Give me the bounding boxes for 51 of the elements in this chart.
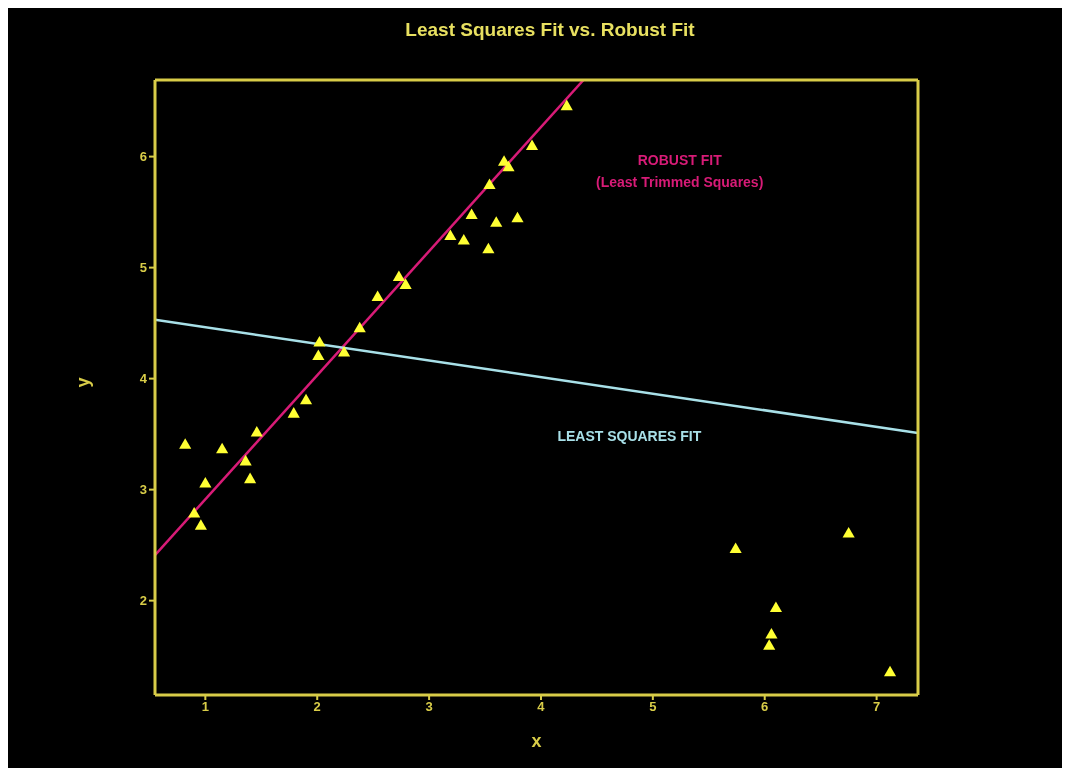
- point: [483, 178, 496, 189]
- point: [313, 336, 326, 347]
- point: [392, 270, 405, 282]
- point: [511, 211, 524, 223]
- chart-title: Least Squares Fit vs. Robust Fit: [404, 18, 696, 42]
- y-axis-title: y: [73, 377, 94, 388]
- x-tick-label: 4: [537, 699, 546, 715]
- annotation: LEAST SQUARES FIT: [557, 428, 702, 445]
- point: [769, 601, 782, 612]
- y-tick-label: 4: [139, 371, 148, 387]
- point: [399, 278, 412, 289]
- point: [299, 393, 313, 405]
- point: [883, 665, 897, 677]
- point: [179, 438, 192, 449]
- y-tick-label: 5: [139, 260, 147, 276]
- point: [525, 139, 539, 151]
- point: [457, 233, 470, 245]
- annotation: (Least Trimmed Squares): [596, 174, 764, 191]
- point: [250, 426, 263, 437]
- point: [194, 519, 207, 530]
- point: [765, 628, 778, 639]
- x-tick-label: 6: [761, 699, 769, 715]
- x-tick-label: 3: [425, 699, 433, 715]
- x-tick-label: 5: [649, 699, 657, 715]
- x-tick-label: 2: [313, 699, 321, 715]
- point: [490, 216, 503, 227]
- point: [216, 442, 229, 454]
- point: [371, 290, 384, 302]
- point: [729, 542, 742, 554]
- point: [337, 346, 351, 357]
- point: [842, 527, 855, 538]
- point: [482, 242, 495, 254]
- point: [239, 454, 252, 466]
- x-axis-title: x: [531, 731, 542, 751]
- point: [560, 99, 573, 111]
- y-tick-label: 6: [139, 149, 147, 165]
- point: [763, 639, 776, 650]
- y-tick-label: 3: [139, 482, 147, 498]
- point: [188, 507, 201, 518]
- x-tick-label: 7: [872, 699, 881, 715]
- x-tick-label: 1: [201, 699, 209, 715]
- point: [465, 208, 478, 219]
- point: [353, 321, 366, 333]
- point: [199, 477, 212, 488]
- y-tick-label: 2: [139, 593, 147, 609]
- annotation: ROBUST FIT: [637, 151, 723, 168]
- point: [244, 472, 257, 484]
- point: [444, 229, 457, 241]
- point: [312, 349, 325, 360]
- point: [287, 407, 300, 418]
- point: [502, 160, 515, 172]
